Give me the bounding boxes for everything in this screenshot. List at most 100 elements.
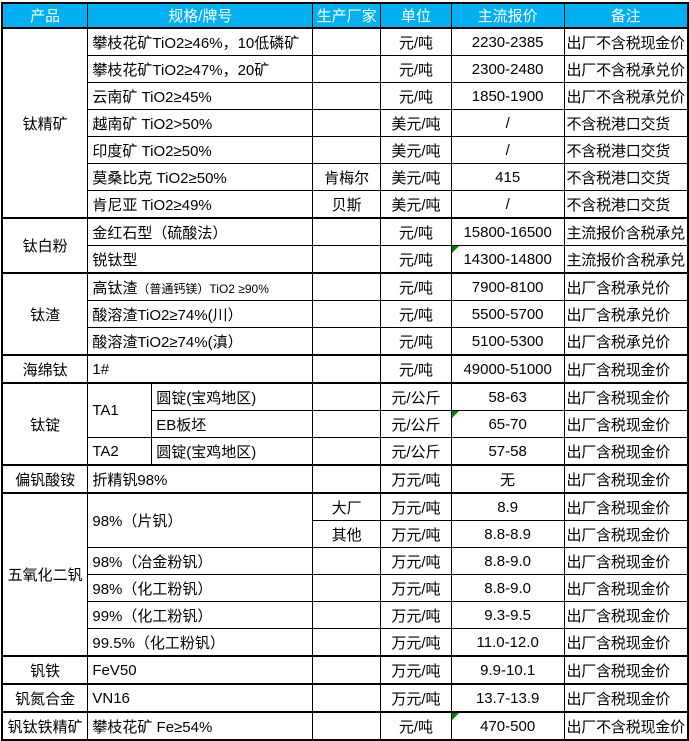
manufacturer-cell	[312, 300, 382, 328]
product-cell-titanium-ingot: 钛锭	[1, 382, 89, 466]
spec-shape-cell: 圆锭(宝鸡地区)	[151, 437, 314, 466]
product-cell-titanium-concentrate: 钛精矿	[1, 27, 89, 219]
note-cell: 主流报价含税承兑	[563, 217, 689, 246]
note-cell: 出厂含税现金价	[563, 655, 689, 685]
unit-cell: 美元/吨	[380, 109, 452, 137]
comment-marker-icon	[452, 246, 459, 253]
manufacturer-cell	[312, 601, 382, 629]
unit-cell: 元/吨	[380, 217, 452, 246]
unit-cell: 元/公斤	[380, 382, 452, 411]
col-header-unit: 单位	[380, 2, 452, 29]
table-row: 云南矿 TiO2≥45% 元/吨 1850-1900 出厂不含税承兑价	[2, 82, 689, 110]
comment-marker-icon	[452, 714, 459, 720]
note-cell: 不含税港口交货	[563, 136, 689, 164]
price-cell: 9.3-9.5	[450, 601, 565, 629]
table-row: 攀枝花矿TiO2≥47%，20矿 元/吨 2300-2480 出厂不含税承兑价	[2, 55, 689, 83]
price-cell: /	[450, 109, 565, 137]
spec-cell: 肯尼亚 TiO2≥49%	[87, 190, 314, 219]
note-cell: 不含税港口交货	[563, 190, 689, 219]
manufacturer-cell: 肯梅尔	[312, 163, 382, 191]
spec-cell: 攀枝花矿TiO2≥46%，10低磷矿	[87, 27, 314, 56]
unit-cell: 元/吨	[380, 272, 452, 301]
note-cell: 出厂含税现金价	[563, 410, 689, 438]
product-cell-titanium-dioxide: 钛白粉	[1, 217, 89, 274]
unit-cell: 万元/吨	[380, 547, 452, 575]
manufacturer-cell	[312, 136, 382, 164]
manufacturer-cell	[312, 410, 382, 438]
table-row: 海绵钛 1# 元/吨 49000-51000 出厂含税现金价	[1, 354, 689, 384]
note-cell: 出厂含税现金价	[563, 464, 689, 494]
table-row: 酸溶渣TiO2≥74%(滇） 元/吨 5100-5300 出厂含税承兑价	[2, 327, 689, 356]
spec-cell: 锐钛型	[87, 245, 314, 274]
unit-cell: 元/吨	[380, 245, 452, 274]
note-cell: 出厂不含税现金价	[563, 711, 689, 741]
price-cell: /	[450, 190, 565, 219]
table-row: 98%（化工粉钒） 万元/吨 8.8-9.0 出厂含税现金价	[2, 574, 689, 602]
manufacturer-cell: 大厂	[312, 492, 382, 521]
spec-cell: 1#	[87, 354, 314, 384]
unit-cell: 美元/吨	[380, 163, 452, 191]
unit-cell: 万元/吨	[380, 628, 452, 657]
unit-cell: 元/吨	[380, 354, 452, 384]
manufacturer-cell	[312, 711, 382, 741]
table-row: 钛锭 TA1 圆锭(宝鸡地区) 元/公斤 58-63 出厂含税现金价	[1, 382, 689, 466]
unit-cell: 元/公斤	[380, 437, 452, 466]
table-row: 钛精矿 攀枝花矿TiO2≥46%，10低磷矿 元/吨 2230-2385 出厂不…	[1, 27, 689, 219]
spec-cell: 98%（冶金粉钒）	[87, 547, 314, 575]
manufacturer-cell	[312, 354, 382, 384]
manufacturer-cell	[312, 683, 382, 713]
product-cell-vanadium-pentoxide: 五氧化二钒	[1, 492, 89, 657]
price-cell: 7900-8100	[450, 272, 565, 301]
price-cell: 1850-1900	[450, 82, 565, 110]
spec-cell: 折精钒98%	[87, 464, 314, 494]
manufacturer-cell	[312, 437, 382, 466]
table-row: 酸溶渣TiO2≥74%(川） 元/吨 5500-5700 出厂含税承兑价	[2, 300, 689, 328]
spec-cell: 99.5%（化工粉钒）	[87, 628, 314, 657]
price-cell: 58-63	[450, 382, 565, 411]
manufacturer-cell	[312, 272, 382, 301]
table-row: 钛渣 高钛渣（普通钙镁）TiO2 ≥90% 元/吨 7900-8100 出厂含税…	[1, 272, 689, 356]
spec-cell: 越南矿 TiO2>50%	[87, 109, 314, 137]
unit-cell: 元/公斤	[380, 410, 452, 438]
manufacturer-cell	[312, 655, 382, 685]
table-row: 偏钒酸铵 折精钒98% 万元/吨 无 出厂含税现金价	[1, 464, 689, 494]
price-cell: 无	[450, 464, 565, 494]
table-row: 98%（冶金粉钒） 万元/吨 8.8-9.0 出厂含税现金价	[2, 547, 689, 575]
note-cell: 不含税港口交货	[563, 109, 689, 137]
price-cell: 9.9-10.1	[450, 655, 565, 685]
note-cell: 出厂含税承兑价	[563, 327, 689, 356]
spec-cell: 金红石型（硫酸法）	[87, 217, 314, 246]
unit-cell: 万元/吨	[380, 683, 452, 713]
table-row: 钛白粉 金红石型（硫酸法） 元/吨 15800-16500 主流报价含税承兑	[1, 217, 689, 274]
table-row: 钒氮合金 VN16 万元/吨 13.7-13.9 出厂含税现金价	[1, 683, 689, 713]
table-row: 99.5%（化工粉钒） 万元/吨 11.0-12.0 出厂含税现金价	[2, 628, 689, 657]
table-row: 肯尼亚 TiO2≥49% 贝斯 美元/吨 / 不含税港口交货	[2, 190, 689, 219]
spec-cell: 98%（片钒）	[87, 492, 314, 548]
col-header-price: 主流报价	[450, 2, 565, 29]
manufacturer-cell	[312, 574, 382, 602]
price-cell: 8.9	[450, 492, 565, 521]
spec-cell: 印度矿 TiO2≥50%	[87, 136, 314, 164]
note-cell: 出厂不含税承兑价	[563, 82, 689, 110]
manufacturer-cell	[312, 109, 382, 137]
manufacturer-cell	[312, 55, 382, 83]
product-cell-titanium-slag: 钛渣	[1, 272, 89, 356]
product-cell-titanium-sponge: 海绵钛	[1, 354, 89, 384]
manufacturer-cell	[312, 464, 382, 494]
price-cell: /	[450, 136, 565, 164]
spec-cell: 99%（化工粉钒）	[87, 601, 314, 629]
table-row: 越南矿 TiO2>50% 美元/吨 / 不含税港口交货	[2, 109, 689, 137]
note-cell: 出厂含税现金价	[563, 354, 689, 384]
note-cell: 出厂不含税承兑价	[563, 55, 689, 83]
unit-cell: 万元/吨	[380, 464, 452, 494]
manufacturer-cell	[312, 327, 382, 356]
unit-cell: 万元/吨	[380, 492, 452, 521]
product-cell-vanadium-titanium-iron-concentrate: 钒钛铁精矿	[1, 711, 89, 741]
unit-cell: 万元/吨	[380, 601, 452, 629]
note-cell: 出厂含税现金价	[563, 492, 689, 521]
note-cell: 出厂含税现金价	[563, 547, 689, 575]
price-cell: 2230-2385	[450, 27, 565, 56]
table-row: 钒铁 FeV50 万元/吨 9.9-10.1 出厂含税现金价	[1, 655, 689, 685]
note-cell: 出厂含税现金价	[563, 683, 689, 713]
product-cell-ferrovanadium: 钒铁	[1, 655, 89, 685]
